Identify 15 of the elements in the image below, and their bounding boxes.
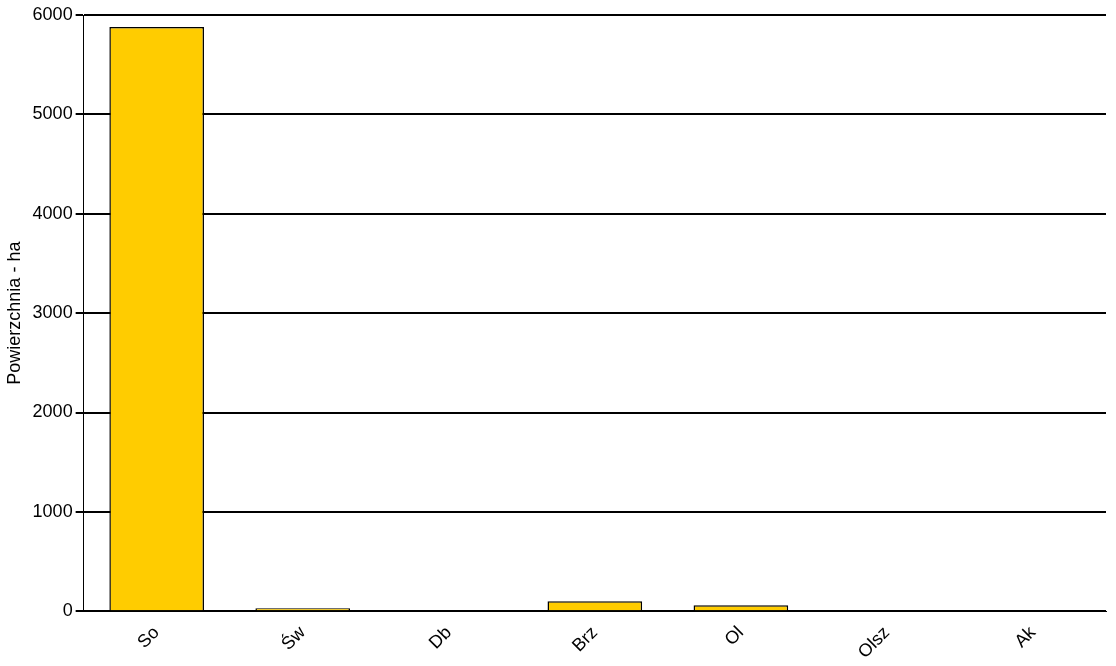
x-tick-label: Ol <box>720 622 748 649</box>
x-tick-label: Ak <box>1010 621 1041 652</box>
y-tick-label: 3000 <box>32 302 73 323</box>
y-tick-label: 2000 <box>32 401 73 422</box>
x-tick-label: Olsz <box>853 622 894 662</box>
x-tick-label: Db <box>424 622 456 653</box>
y-tick-label: 4000 <box>32 202 73 223</box>
y-axis-title: Powierzchnia - ha <box>3 240 24 385</box>
y-tick-label: 0 <box>62 600 73 621</box>
y-tick-label: 5000 <box>32 103 73 124</box>
y-tick-label: 6000 <box>32 3 73 24</box>
x-tick-label: So <box>133 622 164 652</box>
y-tick-label: 1000 <box>32 500 73 521</box>
x-tick-label: Św <box>276 620 310 654</box>
x-tick-label: Brz <box>567 622 602 656</box>
